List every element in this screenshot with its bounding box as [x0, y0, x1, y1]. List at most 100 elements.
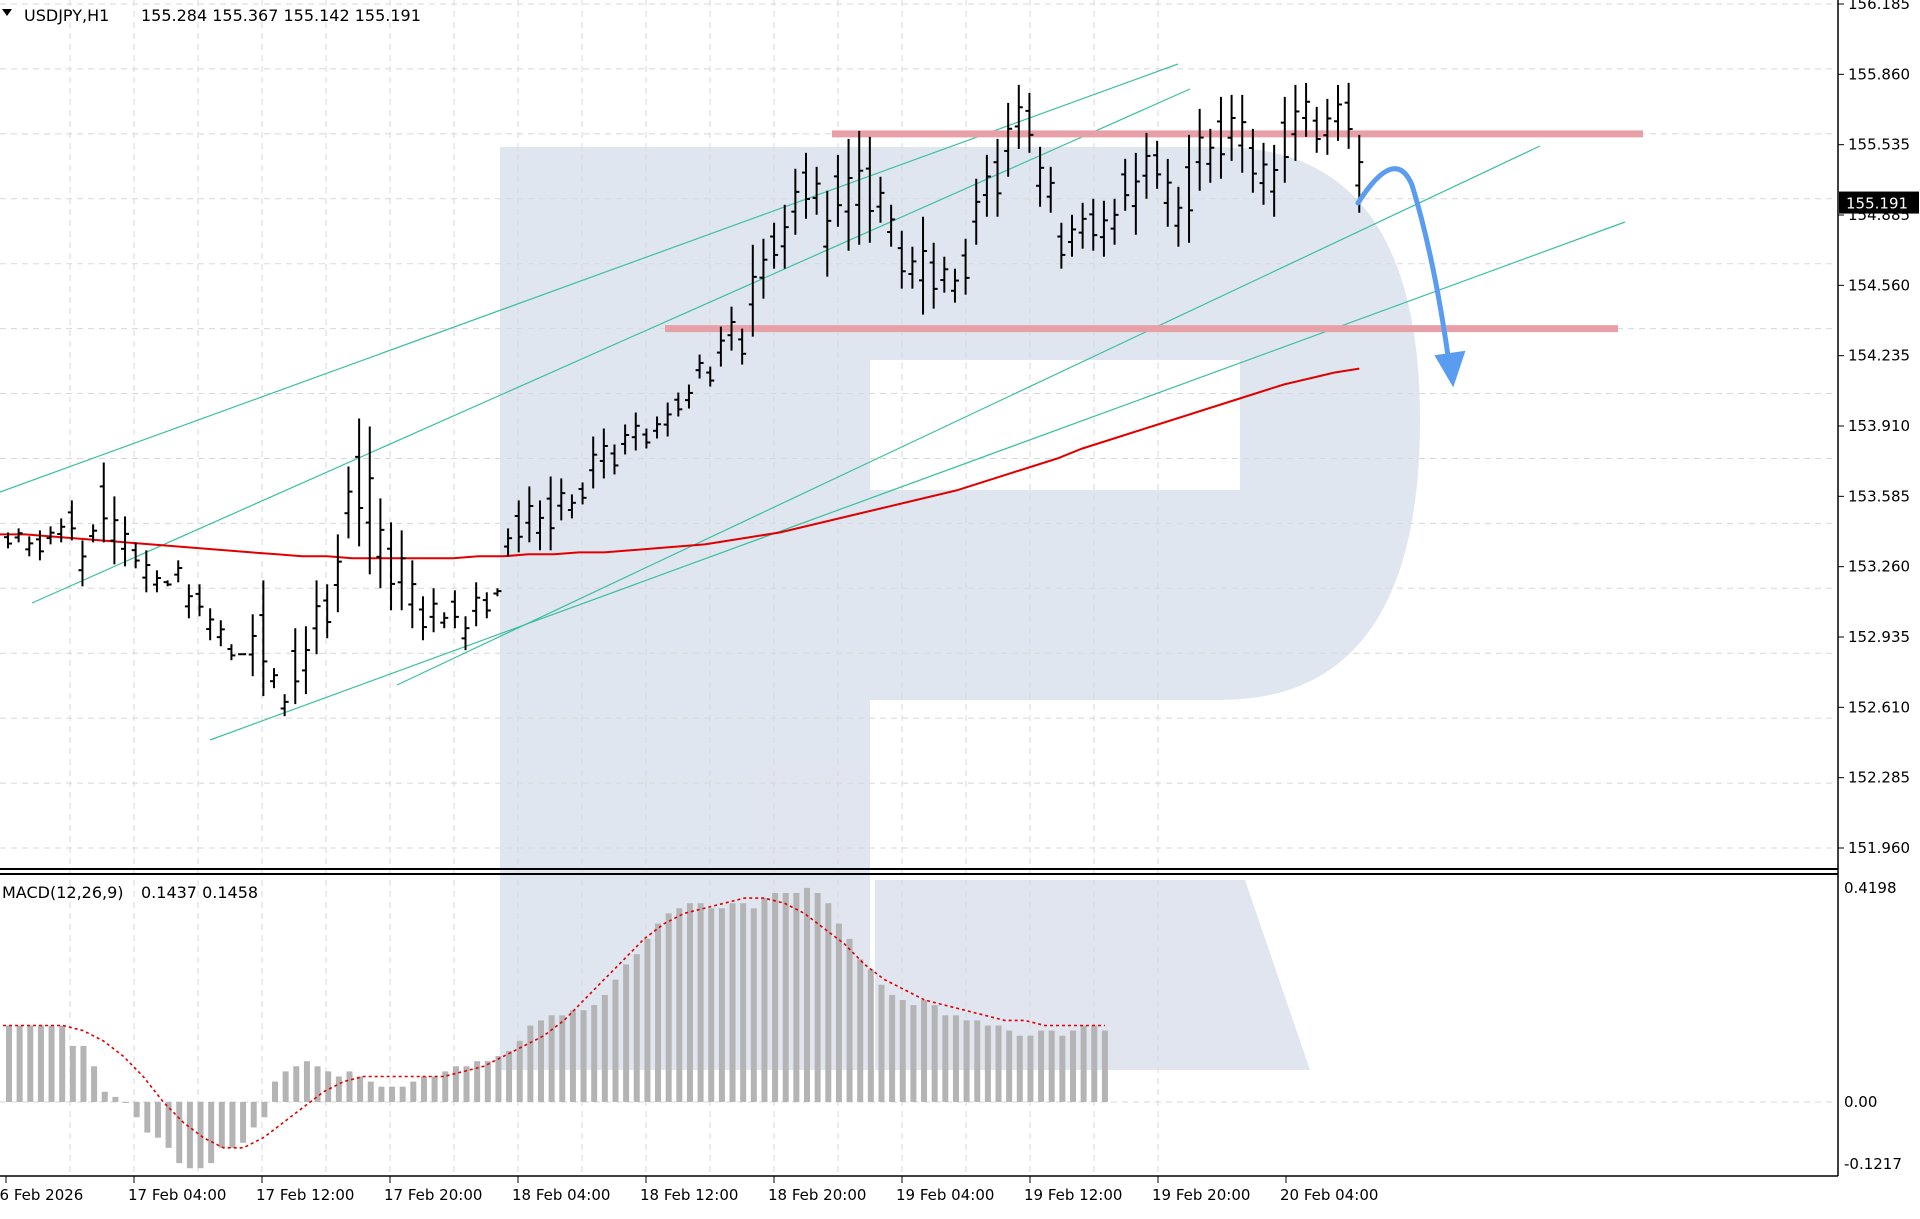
macd-histogram-bar [442, 1071, 449, 1102]
macd-histogram-bar [431, 1076, 438, 1102]
ohlc-bar [67, 500, 76, 541]
ohlc-bar [567, 494, 576, 519]
ohlc-bar [802, 152, 810, 219]
ohlc-bar [35, 530, 44, 561]
time-tick-label: 18 Feb 12:00 [640, 1186, 738, 1204]
macd-histogram-bar [931, 1005, 938, 1102]
macd-histogram-bar [963, 1020, 970, 1102]
macd-histogram-bar [389, 1086, 396, 1102]
ohlc-bar [291, 628, 300, 705]
ohlc-bar [1089, 198, 1098, 251]
macd-histogram-bar [303, 1061, 310, 1102]
trendline [209, 221, 1626, 741]
macd-histogram-bar [261, 1101, 268, 1118]
macd-histogram-bar [580, 1010, 587, 1102]
ohlc-bar [865, 136, 874, 243]
ohlc-bar [461, 616, 470, 651]
macd-histogram-bar [835, 923, 842, 1102]
macd-histogram-bar [633, 954, 640, 1102]
ohlc-bar [121, 516, 130, 567]
ohlc-bar [1344, 82, 1353, 149]
macd-histogram-bar [686, 903, 693, 1102]
ohlc-bar [323, 584, 332, 639]
macd-histogram-bar [1048, 1030, 1055, 1102]
price-tick-label: 154.235 [1848, 347, 1910, 365]
macd-histogram-bar [282, 1071, 289, 1102]
forecast-arrow-head [1434, 350, 1466, 388]
macd-histogram-bar [112, 1096, 119, 1102]
price-tick-label: 155.860 [1848, 65, 1910, 83]
ohlc-bar [1280, 96, 1289, 183]
ohlc-bar [1206, 128, 1215, 183]
ohlc-bar [1227, 94, 1236, 161]
price-tick-label: 154.560 [1848, 276, 1910, 294]
ohlc-bar [482, 592, 491, 619]
macd-histogram-bar [144, 1101, 151, 1133]
ohlc-bar [397, 530, 406, 611]
ohlc-bar [25, 536, 34, 557]
ohlc-bar [1121, 158, 1130, 211]
ohlc-bar [418, 596, 427, 641]
ohlc-bar [982, 154, 991, 217]
ohlc-values: 155.284 155.367 155.142 155.191 [141, 6, 421, 25]
ohlc-bar [578, 482, 587, 505]
support-resistance-levels [665, 130, 1643, 333]
ohlc-bar [1334, 84, 1342, 141]
dropdown-triangle-icon[interactable] [2, 9, 12, 16]
macd-histogram-bar [740, 903, 747, 1102]
ohlc-bar [1110, 198, 1119, 245]
ohlc-bar [631, 412, 640, 451]
macd-histogram-bar [399, 1086, 406, 1102]
symbol-header: USDJPY,H1 155.284 155.367 155.142 155.19… [2, 6, 421, 25]
macd-histogram-bar [378, 1086, 385, 1102]
ohlc-bar [716, 326, 725, 367]
ohlc-bar [833, 154, 842, 227]
ohlc-bar [195, 584, 204, 617]
ohlc-bar [57, 518, 66, 543]
ohlc-bar [695, 354, 704, 379]
macd-histogram-bar [814, 892, 821, 1102]
ohlc-bar [525, 486, 534, 543]
ohlc-bar [791, 168, 800, 235]
macd-histogram-bar [910, 1005, 917, 1102]
macd-histogram-bar [878, 984, 885, 1102]
macd-histogram-bar [463, 1066, 470, 1102]
macd-histogram-bar [1080, 1025, 1087, 1102]
ohlc-bar [748, 244, 757, 337]
ohlc-bar [1174, 186, 1183, 247]
macd-histogram-bar [91, 1066, 98, 1102]
ohlc-bar [887, 204, 896, 247]
ohlc-bar [972, 178, 981, 245]
price-tick-label: 153.260 [1848, 558, 1910, 576]
macd-histogram-bar [655, 923, 662, 1102]
ohlc-bar [440, 612, 449, 629]
forecast-arrow [1355, 166, 1466, 388]
macd-histogram-bar [506, 1051, 513, 1102]
macd-histogram-bar [197, 1101, 204, 1169]
macd-histogram-bar [516, 1040, 523, 1102]
ohlc-bar [1195, 108, 1204, 191]
macd-histogram-bar [367, 1081, 374, 1102]
ohlc-bar [472, 582, 481, 627]
macd-histogram-bar [346, 1071, 353, 1102]
ohlc-bar [312, 580, 321, 655]
ohlc-bar [1014, 84, 1023, 149]
symbol-label: USDJPY,H1 [24, 6, 109, 25]
ohlc-bar [1131, 152, 1140, 235]
price-tick-label: 156.185 [1848, 0, 1910, 13]
trendline [396, 145, 1541, 686]
macd-histogram-bar [335, 1076, 342, 1102]
ohlc-bar [1078, 202, 1087, 249]
time-tick-label: 16 Feb 2026 [0, 1186, 83, 1204]
ohlc-bar [1238, 94, 1247, 173]
ohlc-bar [46, 526, 55, 545]
ohlc-bar [163, 580, 172, 587]
time-tick-label: 17 Feb 12:00 [256, 1186, 354, 1204]
ohlc-bar [450, 590, 459, 629]
ohlc-bar [1291, 84, 1300, 161]
ohlc-bar [610, 444, 619, 475]
macd-histogram-bar [601, 994, 608, 1102]
ohlc-bar [812, 166, 821, 215]
macd-histogram-bar [27, 1025, 34, 1102]
